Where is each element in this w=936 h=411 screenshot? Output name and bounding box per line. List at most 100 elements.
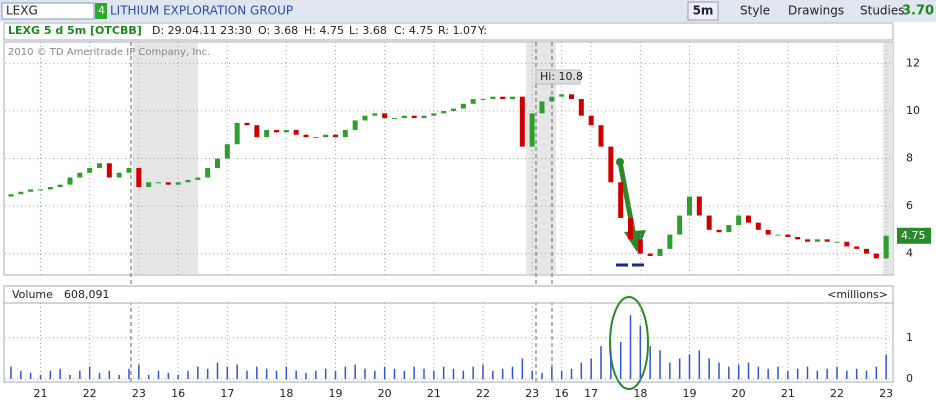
candle bbox=[657, 248, 663, 256]
volume-highlight bbox=[609, 296, 649, 390]
candle bbox=[195, 177, 201, 180]
plot: 4 6 8 10 12 0 1 21 22 23 16 17 18 19 20 21 22 23 16 17 18 19 2… bbox=[5, 42, 931, 400]
volume-label: Volume bbox=[12, 288, 53, 301]
candle bbox=[736, 215, 742, 226]
candle bbox=[569, 94, 574, 100]
candle bbox=[106, 163, 112, 178]
watermark: 2010 © TD Ameritrade IP Company, Inc. bbox=[8, 47, 210, 58]
hi-badge bbox=[535, 69, 581, 85]
hi-label: Hi: 10.8 bbox=[540, 70, 583, 83]
candle bbox=[323, 134, 329, 138]
candle bbox=[38, 189, 43, 191]
candle bbox=[578, 99, 584, 116]
candle bbox=[490, 96, 496, 100]
volume-panel bbox=[3, 302, 894, 383]
candle bbox=[421, 115, 427, 119]
style-btn[interactable]: Style bbox=[740, 4, 770, 18]
candle bbox=[480, 99, 486, 101]
candle bbox=[431, 113, 437, 116]
volume-units: <millions> bbox=[827, 288, 888, 301]
studies-btn[interactable]: Studies bbox=[860, 4, 905, 18]
candle bbox=[805, 239, 810, 242]
candle bbox=[608, 146, 614, 183]
symbol: LEXG bbox=[6, 4, 38, 18]
candle bbox=[755, 222, 761, 230]
last-price: 4.75 bbox=[901, 229, 926, 242]
candle bbox=[28, 189, 34, 192]
arrow-tail bbox=[616, 158, 624, 166]
candle bbox=[401, 115, 407, 119]
candle bbox=[224, 144, 230, 159]
candle bbox=[67, 177, 73, 185]
candle bbox=[303, 134, 309, 138]
x-tick-label: 18 bbox=[633, 387, 647, 400]
candle bbox=[156, 182, 161, 184]
candle bbox=[559, 94, 565, 97]
session-shade bbox=[883, 43, 893, 274]
link-badge[interactable] bbox=[95, 3, 107, 19]
candle bbox=[362, 115, 368, 121]
candle bbox=[333, 134, 338, 138]
candle bbox=[726, 225, 732, 233]
x-tick-label: 23 bbox=[525, 387, 539, 400]
candle bbox=[775, 234, 781, 236]
candle bbox=[283, 129, 289, 133]
x-tick-label: 22 bbox=[830, 387, 844, 400]
candle bbox=[785, 234, 791, 237]
candle bbox=[244, 122, 250, 126]
candle bbox=[618, 182, 624, 218]
candle bbox=[264, 129, 270, 138]
candle bbox=[598, 125, 604, 147]
candle bbox=[293, 129, 299, 135]
candle bbox=[460, 103, 466, 109]
candle bbox=[588, 115, 594, 126]
candle bbox=[687, 196, 692, 216]
candle bbox=[519, 96, 525, 147]
x-tick-label: 16 bbox=[555, 387, 569, 400]
candle bbox=[205, 168, 211, 178]
candle bbox=[854, 246, 860, 249]
range: R: 1.07 bbox=[438, 24, 477, 37]
interval-btn[interactable] bbox=[687, 1, 719, 21]
x-tick-label: 22 bbox=[476, 387, 490, 400]
candle bbox=[87, 168, 93, 173]
volume-tick-label: 0 bbox=[906, 372, 913, 385]
candle bbox=[500, 96, 506, 100]
candle bbox=[175, 182, 181, 185]
symbol-box[interactable] bbox=[1, 2, 95, 20]
x-tick-label: 20 bbox=[732, 387, 746, 400]
candle bbox=[165, 182, 171, 185]
last-price-tag bbox=[897, 227, 931, 244]
candle bbox=[539, 101, 545, 114]
y-tick-label: 10 bbox=[906, 104, 920, 117]
candle bbox=[883, 235, 889, 259]
company: LITHIUM EXPLORATION GROUP bbox=[110, 4, 293, 18]
candle bbox=[372, 113, 378, 116]
candle bbox=[146, 182, 152, 188]
candle bbox=[215, 158, 220, 169]
y-tick-label: 6 bbox=[906, 199, 913, 212]
candle bbox=[637, 239, 643, 254]
candle bbox=[706, 215, 712, 230]
candle bbox=[451, 108, 456, 111]
candle bbox=[628, 217, 633, 240]
candle bbox=[18, 191, 24, 195]
study-name: LEXG 5 d 5m [OTCBB] bbox=[8, 24, 142, 37]
candle bbox=[57, 184, 63, 188]
candle bbox=[352, 120, 358, 130]
candle bbox=[77, 172, 83, 178]
x-tick-label: 23 bbox=[132, 387, 146, 400]
x-tick-label: 23 bbox=[879, 387, 893, 400]
volume-tick-label: 1 bbox=[906, 331, 913, 344]
drawings-btn[interactable]: Drawings bbox=[788, 4, 844, 18]
candle bbox=[470, 99, 476, 104]
low: L: 3.68 bbox=[349, 24, 387, 37]
candle bbox=[116, 172, 122, 178]
candle bbox=[834, 241, 840, 243]
date: D: 29.04.11 23:30 bbox=[152, 24, 252, 37]
y-field: Y: bbox=[477, 24, 487, 37]
candle bbox=[746, 215, 751, 223]
candle bbox=[696, 196, 702, 216]
x-tick-label: 21 bbox=[427, 387, 441, 400]
